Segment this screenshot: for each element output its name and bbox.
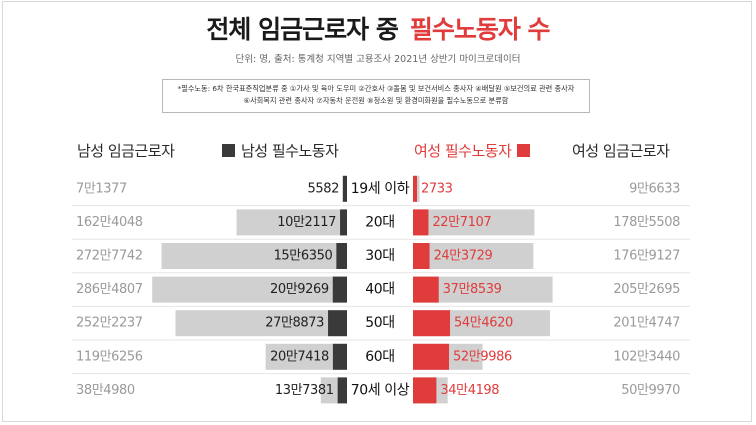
legend-swatch-male <box>222 143 235 157</box>
label-female-essential: 54만4620 <box>454 316 513 331</box>
label-male-total: 7만1377 <box>76 181 127 196</box>
label-male-total: 252만2237 <box>76 316 143 331</box>
title-part-1: 전체 임금근로자 중 <box>206 15 398 44</box>
bar-female-essential <box>413 343 450 370</box>
label-male-essential: 20만7418 <box>270 349 329 364</box>
chart-subtitle: 단위: 명, 출처: 통계청 지역별 고용조사 2021년 상반기 마이크로데이… <box>235 54 521 65</box>
header-male-total: 남성 임금근로자 <box>77 141 175 160</box>
category-label: 70세 이상 <box>351 382 410 398</box>
bar-male-essential <box>337 377 347 404</box>
label-female-total: 178만5508 <box>613 215 680 230</box>
bar-male-essential <box>340 209 347 236</box>
bar-male-essential <box>343 175 347 202</box>
bar-female-essential <box>413 175 417 202</box>
label-male-total: 38만4980 <box>76 383 135 398</box>
label-male-essential: 27만8873 <box>265 316 324 331</box>
title-part-2: 필수노동자 수 <box>409 15 551 44</box>
label-female-essential: 24만3729 <box>434 249 493 264</box>
label-female-essential: 34만4198 <box>440 383 499 398</box>
label-female-total: 102만3440 <box>613 349 680 364</box>
bar-female-essential <box>413 377 437 404</box>
bar-female-total <box>413 243 534 269</box>
label-female-total: 205만2695 <box>613 282 680 297</box>
header-male-essential-label: 남성 필수노동자 <box>241 141 339 160</box>
bar-female-total <box>413 209 535 236</box>
legend-swatch-female <box>517 143 531 157</box>
label-female-total: 9만6633 <box>629 181 680 196</box>
header-male-essential: 남성 필수노동자 <box>222 139 339 161</box>
bar-male-total <box>175 310 347 337</box>
label-male-essential: 15만6350 <box>274 249 333 264</box>
category-label: 20대 <box>365 214 395 230</box>
chart-title: 전체 임금근로자 중 필수노동자 수 <box>0 10 756 46</box>
header-female-total: 여성 임금근로자 <box>572 141 670 160</box>
header-female-essential: 여성 필수노동자 <box>414 139 531 161</box>
note-line-1: *필수노동: 6차 한국표준직업분류 중 ①가사 및 육아 도우미 ②간호사 ③… <box>177 84 575 93</box>
label-female-total: 201만4747 <box>613 316 680 331</box>
bar-male-essential <box>332 343 347 370</box>
label-female-essential: 37만8539 <box>443 282 502 297</box>
bar-male-essential <box>328 310 347 337</box>
category-label: 50대 <box>365 315 395 331</box>
label-female-total: 176만9127 <box>613 249 680 264</box>
label-male-essential: 20만9269 <box>270 282 329 297</box>
bar-male-total <box>161 243 347 269</box>
bar-male-total <box>236 209 347 236</box>
label-male-total: 162만4048 <box>76 215 143 230</box>
definition-note: *필수노동: 6차 한국표준직업분류 중 ①가사 및 육아 도우미 ②간호사 ③… <box>162 79 590 113</box>
category-label: 60대 <box>365 349 395 365</box>
label-female-total: 50만9970 <box>621 383 680 398</box>
header-female-essential-label: 여성 필수노동자 <box>414 141 512 160</box>
category-label: 30대 <box>365 248 395 264</box>
category-label: 40대 <box>365 282 395 298</box>
label-female-essential: 22만7107 <box>432 215 491 230</box>
bar-female-essential <box>413 310 451 337</box>
bar-male-essential <box>332 276 347 303</box>
bar-male-total <box>152 276 347 303</box>
label-male-essential: 13만7381 <box>275 383 334 398</box>
bar-male-essential <box>336 243 347 269</box>
label-male-total: 119만6256 <box>76 349 143 364</box>
bar-female-essential <box>413 209 429 236</box>
label-female-essential: 2733 <box>421 181 453 196</box>
category-label: 19세 이하 <box>351 181 410 197</box>
label-male-essential: 10만2117 <box>277 215 336 230</box>
bar-female-essential <box>413 243 430 269</box>
bar-female-essential <box>413 276 439 303</box>
label-male-total: 272만7742 <box>76 249 143 264</box>
label-female-essential: 52만9986 <box>453 349 512 364</box>
note-line-2: ⑥사회복지 관련 종사자 ⑦자동차 운전원 ⑧청소원 및 환경미화원을 필수노동… <box>243 96 509 105</box>
label-male-essential: 5582 <box>308 181 339 196</box>
label-male-total: 286만4807 <box>76 282 143 297</box>
